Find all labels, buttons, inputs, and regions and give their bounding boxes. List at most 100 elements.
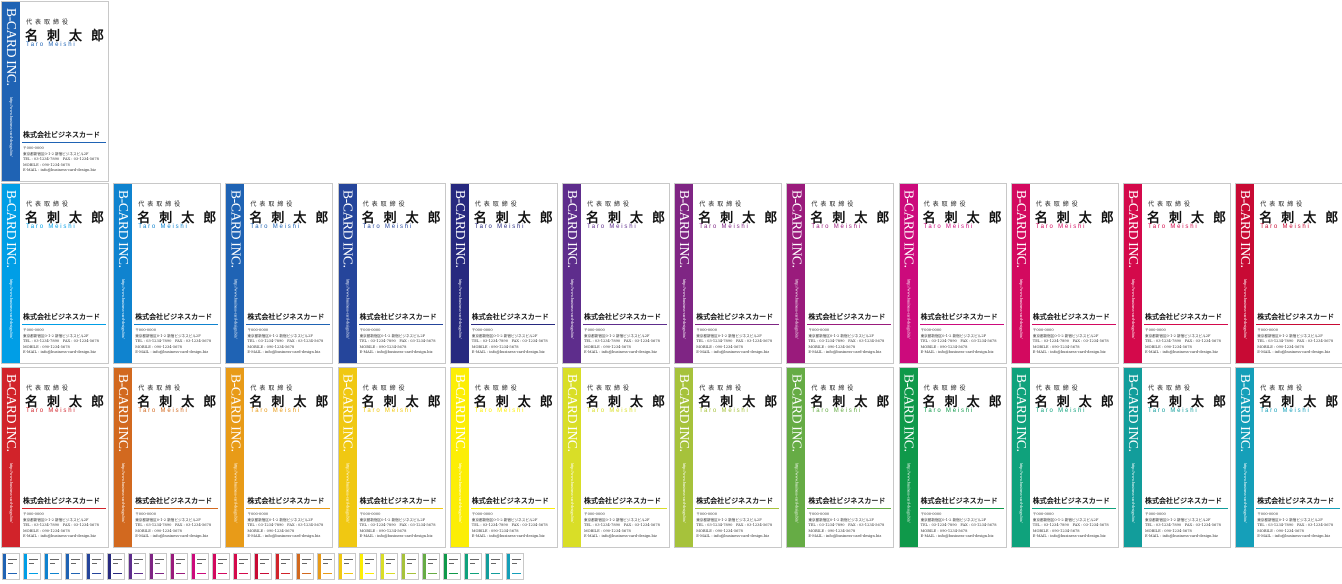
business-card[interactable]: B-CARD INC. http://www.business-card-desi… xyxy=(225,183,334,364)
business-card[interactable]: B-CARD INC. http://www.business-card-desi… xyxy=(1,1,109,182)
company-name: 株式会社ビジネスカード xyxy=(23,131,100,139)
card-thumbnail[interactable] xyxy=(443,553,461,580)
brand-logo-text: B-CARD INC. xyxy=(4,8,19,86)
business-card[interactable]: B-CARD INC. http://www.business-card-desi… xyxy=(1123,367,1231,548)
business-card[interactable]: B-CARD INC. http://www.business-card-desi… xyxy=(113,367,222,548)
divider-line xyxy=(470,324,555,325)
business-card[interactable]: B-CARD INC. http://www.business-card-desi… xyxy=(337,367,446,548)
person-name-romaji: Taro Meishi xyxy=(474,408,526,414)
tel-fax: TEL : 03-1234-7890 FAX : 03-1234-5678 xyxy=(135,523,212,528)
card-thumbnail[interactable] xyxy=(128,553,146,580)
card-thumbnail[interactable] xyxy=(86,553,104,580)
contact-info: 〒000-0000 東京都新宿区0-1-2 新宿ビジネスビル2F TEL : 03-… xyxy=(1257,512,1333,540)
person-name-romaji: Taro Meishi xyxy=(26,42,77,48)
brand-logo-text: B-CARD INC. xyxy=(116,374,132,452)
card-thumbnail[interactable] xyxy=(254,553,272,580)
job-title: 代表取締役 xyxy=(923,385,969,392)
card-thumbnail[interactable] xyxy=(212,553,230,580)
business-card[interactable]: B-CARD INC. http://www.business-card-desi… xyxy=(1123,183,1231,364)
postal-code: 〒000-0000 xyxy=(359,512,381,516)
card-thumbnail[interactable] xyxy=(464,553,482,580)
mobile: MOBILE : 090-1234-5678 xyxy=(1145,344,1192,349)
business-card[interactable]: B-CARD INC. http://www.business-card-desi… xyxy=(786,367,895,548)
thumbnail-line xyxy=(134,559,143,560)
tel-fax: TEL : 03-1234-7890 FAX : 03-1234-5678 xyxy=(1032,523,1109,528)
divider-line xyxy=(22,142,106,143)
person-name: 名刺太郎 xyxy=(25,29,109,44)
card-thumbnail[interactable] xyxy=(149,553,167,580)
color-stripe: B-CARD INC. http://www.business-card-desi… xyxy=(2,184,20,363)
tel-fax: TEL : 03-1234-7890 FAX : 03-1234-5678 xyxy=(23,523,99,528)
thumbnail-line xyxy=(428,559,437,560)
thumbnail-line xyxy=(71,559,80,560)
card-thumbnail[interactable] xyxy=(275,553,293,580)
card-thumbnail[interactable] xyxy=(380,553,398,580)
person-name-romaji: Taro Meishi xyxy=(699,408,750,414)
card-thumbnail[interactable] xyxy=(359,553,377,580)
company-name: 株式会社ビジネスカード xyxy=(135,313,213,321)
thumbnail-line xyxy=(491,563,496,564)
business-card[interactable]: B-CARD INC. http://www.business-card-desi… xyxy=(449,367,558,548)
thumbnail-line xyxy=(281,573,290,574)
thumbnail-line xyxy=(512,563,517,564)
card-thumbnail[interactable] xyxy=(401,553,419,580)
business-card[interactable]: B-CARD INC. http://www.business-card-desi… xyxy=(1235,183,1342,364)
business-card[interactable]: B-CARD INC. http://www.business-card-desi… xyxy=(562,367,670,548)
card-thumbnail[interactable] xyxy=(506,553,524,580)
business-card[interactable]: B-CARD INC. http://www.business-card-desi… xyxy=(674,183,783,364)
thumbnail-line xyxy=(449,573,458,574)
business-card[interactable]: B-CARD INC. http://www.business-card-desi… xyxy=(1010,367,1119,548)
thumbnail-line xyxy=(71,573,80,574)
company-name: 株式会社ビジネスカード xyxy=(1032,313,1110,321)
card-thumbnail[interactable] xyxy=(422,553,440,580)
business-card[interactable]: B-CARD INC. http://www.business-card-desi… xyxy=(225,367,334,548)
business-card[interactable]: B-CARD INC. http://www.business-card-desi… xyxy=(898,367,1007,548)
card-thumbnail[interactable] xyxy=(107,553,125,580)
job-title: 代表取締役 xyxy=(587,201,633,208)
card-thumbnail[interactable] xyxy=(44,553,62,580)
job-title: 代表取締役 xyxy=(1035,201,1081,208)
thumbnail-line xyxy=(218,563,223,564)
card-thumbnail[interactable] xyxy=(2,553,20,580)
card-thumbnail[interactable] xyxy=(317,553,335,580)
card-thumbnail[interactable] xyxy=(296,553,314,580)
card-thumbnail[interactable] xyxy=(23,553,41,580)
business-card[interactable]: B-CARD INC. http://www.business-card-desi… xyxy=(898,183,1007,364)
card-thumbnail[interactable] xyxy=(170,553,188,580)
business-card[interactable]: B-CARD INC. http://www.business-card-desi… xyxy=(1,367,109,548)
card-thumbnail[interactable] xyxy=(233,553,251,580)
business-card[interactable]: B-CARD INC. http://www.business-card-desi… xyxy=(449,183,558,364)
business-card[interactable]: B-CARD INC. http://www.business-card-desi… xyxy=(1235,367,1342,548)
business-card[interactable]: B-CARD INC. http://www.business-card-desi… xyxy=(786,183,895,364)
website-url: http://www.business-card-design.biz/ xyxy=(682,463,688,523)
mobile: MOBILE : 090-1234-5678 xyxy=(1257,344,1304,349)
card-thumbnail[interactable] xyxy=(338,553,356,580)
job-title: 代表取締役 xyxy=(587,385,633,392)
card-thumbnail[interactable] xyxy=(485,553,503,580)
thumbnail-line xyxy=(344,573,353,574)
business-card[interactable]: B-CARD INC. http://www.business-card-desi… xyxy=(674,367,783,548)
person-name-romaji: Taro Meishi xyxy=(26,408,77,414)
person-name: 名刺太郎 xyxy=(25,211,109,226)
brand-logo-text: B-CARD INC. xyxy=(340,190,356,268)
postal-code: 〒000-0000 xyxy=(584,328,605,332)
thumbnail-line xyxy=(386,573,395,574)
thumbnail-line xyxy=(491,573,500,574)
business-card[interactable]: B-CARD INC. http://www.business-card-desi… xyxy=(562,183,670,364)
color-stripe: B-CARD INC. http://www.business-card-desi… xyxy=(1011,368,1030,547)
person-name: 名刺太郎 xyxy=(473,395,558,410)
thumbnail-stripe xyxy=(318,554,321,579)
card-thumbnail[interactable] xyxy=(191,553,209,580)
business-card[interactable]: B-CARD INC. http://www.business-card-desi… xyxy=(1010,183,1119,364)
divider-line xyxy=(695,508,780,509)
company-name: 株式会社ビジネスカード xyxy=(808,497,886,505)
card-thumbnail[interactable] xyxy=(65,553,83,580)
business-card[interactable]: B-CARD INC. http://www.business-card-desi… xyxy=(1,183,109,364)
business-card[interactable]: B-CARD INC. http://www.business-card-desi… xyxy=(113,183,222,364)
address: 東京都新宿区0-1-2 新宿ビジネスビル2F xyxy=(23,333,89,338)
business-card[interactable]: B-CARD INC. http://www.business-card-desi… xyxy=(337,183,446,364)
person-name-romaji: Taro Meishi xyxy=(138,408,189,414)
brand-logo-text: B-CARD INC. xyxy=(116,190,132,268)
contact-info: 〒000-0000 東京都新宿区0-1-2 新宿ビジネスビル2F TEL : 03-… xyxy=(1033,328,1109,356)
divider-line xyxy=(22,508,106,509)
